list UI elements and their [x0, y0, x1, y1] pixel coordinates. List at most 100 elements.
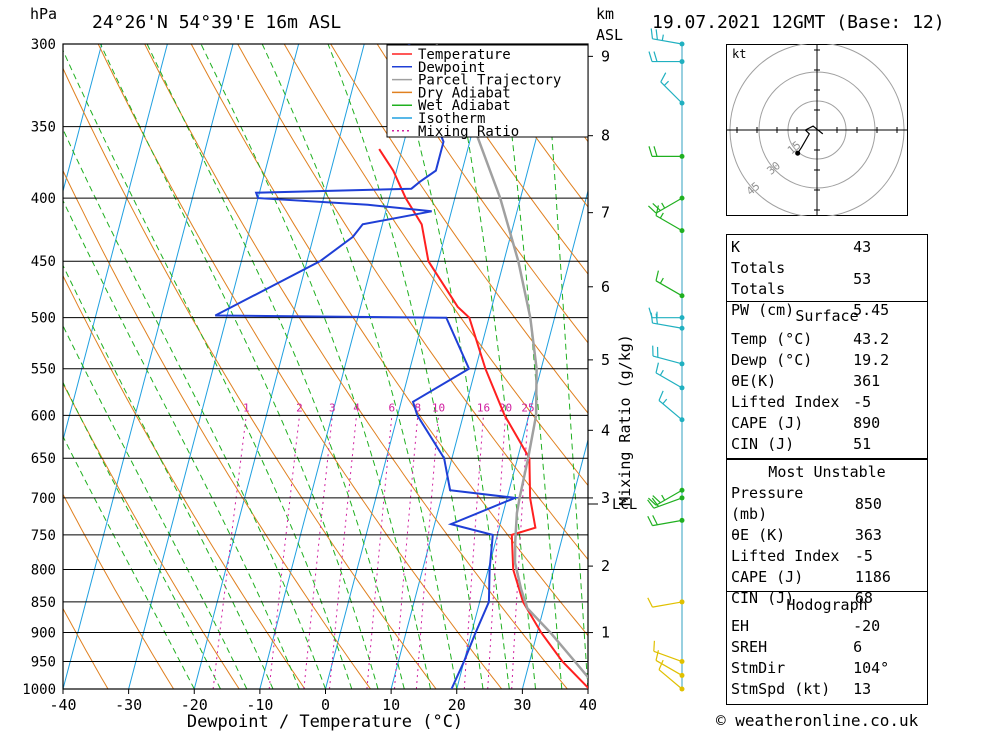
dry-adiabat-line	[63, 607, 109, 689]
mixing-ratio-line	[212, 415, 247, 689]
wind-barb	[658, 659, 685, 692]
wind-barb	[647, 515, 685, 527]
wind-barb	[655, 205, 685, 234]
hodograph-trace	[797, 125, 824, 154]
mixing-ratio-label: 4	[353, 401, 360, 414]
wind-barb-flag	[647, 499, 655, 509]
isotherm-line	[390, 44, 562, 689]
index-row: StmSpd (kt) 13	[727, 679, 927, 700]
mixing-ratio-label: 1	[243, 401, 250, 414]
index-row: CIN (J) 51	[727, 434, 927, 455]
temperature-tick-label: 30	[513, 696, 531, 714]
pressure-tick-label: 450	[31, 254, 56, 270]
wind-barb	[648, 146, 685, 159]
mixing-ratio-line	[268, 415, 300, 689]
temperature-tick-label: -40	[49, 696, 76, 714]
wind-barb-flag	[647, 597, 653, 608]
wind-barb	[655, 270, 685, 299]
index-value: -5	[854, 547, 873, 565]
isotherm-line	[128, 44, 300, 689]
mixing-ratio-line	[487, 415, 506, 689]
wind-barb-flag	[655, 29, 658, 40]
index-row: EH -20	[727, 616, 927, 637]
mixing-ratio-label: 6	[389, 401, 396, 414]
pressure-tick-label: 850	[31, 595, 56, 611]
temperature-tick-label: -30	[115, 696, 142, 714]
index-value: 361	[853, 372, 881, 390]
index-value: 19.2	[853, 351, 890, 369]
temperature-tick-label: -10	[246, 696, 273, 714]
dry-adiabat-line	[63, 493, 175, 689]
wind-barb-staff	[655, 659, 683, 676]
wind-barb-half-flag	[659, 277, 664, 284]
skewt-chart: 1 2 3 4 6 8 10 16 20 2530035040045050055060065070…	[22, 28, 726, 732]
index-value: 363	[854, 526, 882, 544]
wind-barb-half-flag	[659, 369, 664, 376]
wind-barb-half-flag	[659, 212, 664, 219]
temperature-tick-label: 10	[382, 696, 400, 714]
wind-barb-staff	[655, 372, 683, 389]
credit-link[interactable]: © weatheronline.co.uk	[716, 711, 919, 730]
mixing-ratio-line	[394, 415, 419, 689]
dry-adiabat-line	[656, 44, 726, 689]
index-row: θE(K) 361	[727, 371, 927, 392]
wind-barb	[648, 307, 685, 321]
mixing-ratio-label: 10	[432, 401, 445, 414]
km-tick-label: 7	[601, 204, 610, 222]
x-axis-label: Dewpoint / Temperature (°C)	[187, 712, 463, 732]
isotherm-line	[63, 44, 234, 689]
index-value: -20	[853, 617, 881, 635]
wind-barb-staff	[655, 280, 683, 297]
wet-adiabat-line	[63, 324, 248, 689]
index-label: CIN (J)	[731, 589, 795, 607]
indices-surface-box: Surface Temp (°C) 43.2 Dewp (°C) 19.2 θE(K…	[726, 301, 928, 460]
wind-barb	[647, 597, 685, 608]
indices-hodograph-box: Hodograph EH -20 SREH 6 StmDir 104° StmSpd …	[726, 591, 928, 705]
pressure-tick-label: 600	[31, 408, 56, 424]
index-row: Dewp (°C) 19.2	[727, 350, 927, 371]
wind-barb-flag	[653, 146, 658, 157]
index-value: 51	[853, 435, 872, 453]
dewpoint-line	[214, 44, 519, 689]
wind-barb-flag	[652, 515, 658, 526]
km-tick-label: 4	[601, 421, 610, 439]
mixing-ratio-line	[415, 415, 439, 689]
indices-most-unstable-box: Most Unstable Pressure (mb) 850 θE (K) 363…	[726, 458, 928, 609]
wind-barb-flag	[648, 497, 657, 506]
wind-barb-flag	[651, 497, 659, 507]
wind-barb-flag	[650, 312, 654, 324]
hodograph-ring-label: 45	[744, 180, 763, 198]
isotherm-line	[63, 44, 168, 442]
index-row-pw: PW (cm) 5.45	[727, 300, 927, 321]
mixing-ratio-label: 16	[477, 401, 490, 414]
dry-adiabat-line	[283, 44, 588, 487]
wet-adiabat-line	[63, 49, 353, 689]
pressure-tick-label: 900	[31, 626, 56, 642]
wet-adiabat-line	[63, 264, 274, 689]
mixing-ratio-label: 2	[296, 401, 303, 414]
mixing-ratio-line	[366, 415, 393, 689]
dry-adiabat-line	[376, 44, 588, 344]
wind-barb	[653, 640, 685, 665]
pressure-tick-label: 800	[31, 562, 56, 578]
mixing-ratio-label: 25	[521, 401, 534, 414]
dry-adiabat-line	[703, 44, 726, 689]
index-value: 1186	[854, 568, 891, 586]
wind-barb-staff	[658, 669, 683, 690]
most-unstable-title: Most Unstable	[768, 463, 886, 481]
wind-barb-flag	[655, 313, 658, 325]
isotherm-line	[521, 438, 588, 689]
profiles	[214, 44, 588, 689]
wind-barb-half-flag	[661, 34, 664, 41]
pressure-tick-label: 750	[31, 528, 56, 544]
pressure-tick-label: 300	[31, 37, 56, 53]
index-label: SREH	[731, 638, 768, 656]
wind-barb-flag	[655, 362, 660, 373]
km-unit-label: km	[596, 5, 615, 23]
index-row: CAPE (J) 890	[727, 413, 927, 434]
index-value: 890	[853, 414, 881, 432]
km-tick-label: 8	[601, 127, 610, 145]
wet-adiabat-line	[63, 128, 326, 689]
index-value: 53	[853, 269, 872, 288]
km-tick-label: 5	[601, 351, 610, 369]
